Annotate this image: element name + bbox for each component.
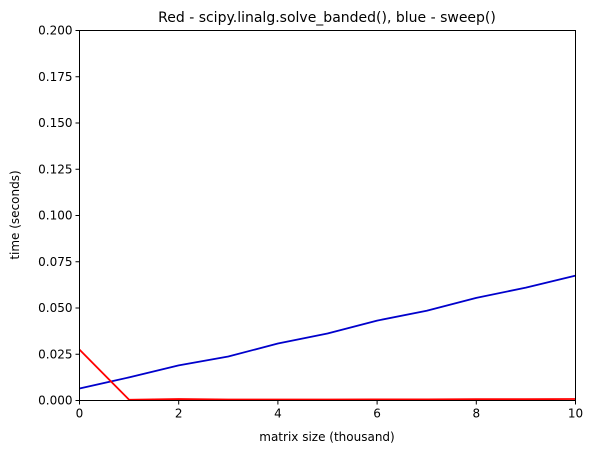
y-tick-label: 0.050 [38, 301, 72, 315]
series-line-1 [79, 274, 576, 390]
y-tick-label: 0.025 [38, 347, 72, 361]
x-tick-label: 10 [568, 407, 583, 421]
y-axis-ticks: 0.000 0.025 0.050 0.075 0.100 0.125 0.150 0.175… [38, 24, 80, 408]
series-line-2 [78, 348, 576, 401]
x-axis-label: matrix size (thousand) [259, 430, 394, 444]
y-tick-label: 0.200 [38, 24, 72, 38]
y-axis-label: time (seconds) [8, 170, 22, 259]
x-tick-label: 4 [274, 407, 282, 421]
y-tick-label: 0.175 [38, 70, 72, 84]
series-layer [78, 274, 576, 401]
x-tick-label: 6 [373, 407, 381, 421]
y-tick-label: 0.100 [38, 209, 72, 223]
plot-frame [79, 30, 576, 401]
y-tick-label: 0.150 [38, 116, 72, 130]
x-tick-label: 2 [175, 407, 183, 421]
x-tick-label: 8 [472, 407, 480, 421]
y-tick-label: 0.075 [38, 255, 72, 269]
y-tick-label: 0.000 [38, 394, 72, 408]
y-tick-label: 0.125 [38, 162, 72, 176]
x-tick-label: 0 [76, 407, 84, 421]
chart-title: Red - scipy.linalg.solve_banded(), blue … [158, 10, 496, 26]
x-axis-ticks: 0 2 4 6 8 10 [76, 400, 583, 421]
